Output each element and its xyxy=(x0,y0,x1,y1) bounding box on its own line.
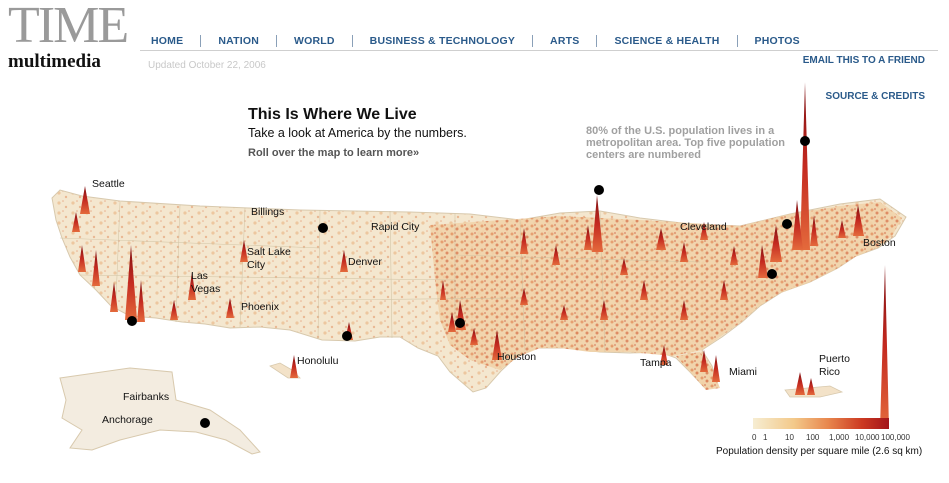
nav-nation[interactable]: NATION xyxy=(201,35,277,47)
city-label-honolulu[interactable]: Honolulu xyxy=(297,355,339,367)
page-title: This Is Where We Live xyxy=(248,106,417,123)
city-label-boston[interactable]: Boston xyxy=(863,237,896,249)
city-label-phoenix[interactable]: Phoenix xyxy=(241,301,279,313)
nav-world[interactable]: WORLD xyxy=(277,35,353,47)
nav-home[interactable]: HOME xyxy=(134,35,202,47)
marker-4 xyxy=(767,269,777,279)
city-label-las-vegas[interactable]: Las Vegas xyxy=(191,270,221,295)
legend-caption: Population density per square mile (2.6 … xyxy=(716,446,923,457)
city-label-anchorage[interactable]: Anchorage xyxy=(102,414,153,426)
legend-tick: 100 xyxy=(806,433,820,442)
marker-2 xyxy=(594,185,604,195)
legend-tick: 1,000 xyxy=(829,433,850,442)
updated-date: Updated October 22, 2006 xyxy=(148,60,266,71)
legend-tick: 10,000 xyxy=(855,433,880,442)
legend-color-bar xyxy=(753,418,889,429)
city-label-puerto-rico[interactable]: Puerto Rico xyxy=(819,353,850,378)
main-nav: HOME NATION WORLD BUSINESS & TECHNOLOGY … xyxy=(134,35,817,47)
marker-3 xyxy=(782,219,792,229)
marker-6 xyxy=(455,318,465,328)
city-label-tampa[interactable]: Tampa xyxy=(640,357,672,369)
city-label-cleveland[interactable]: Cleveland xyxy=(680,221,727,233)
density-legend xyxy=(753,265,889,429)
metro-note: 80% of the U.S. population lives in a me… xyxy=(586,125,786,161)
marker-1 xyxy=(800,136,810,146)
rollover-hint: Roll over the map to learn more» xyxy=(248,147,420,159)
legend-tick: 0 xyxy=(752,433,757,442)
nav-business-technology[interactable]: BUSINESS & TECHNOLOGY xyxy=(353,35,534,47)
nav-arts[interactable]: ARTS xyxy=(533,35,598,47)
city-label-houston[interactable]: Houston xyxy=(497,351,537,363)
city-label-rapid-city[interactable]: Rapid City xyxy=(371,221,420,233)
florida-shape xyxy=(676,352,720,390)
spike-new-york xyxy=(800,82,810,250)
marker-7 xyxy=(127,316,137,326)
marker-8 xyxy=(342,331,352,341)
nav-divider xyxy=(140,50,938,51)
multimedia-logo: multimedia xyxy=(8,51,101,72)
nav-science-health[interactable]: SCIENCE & HEALTH xyxy=(597,35,738,47)
eastern-dense-zone xyxy=(430,202,902,370)
legend-tick: 1 xyxy=(763,433,768,442)
city-label-salt-lake-city[interactable]: Salt Lake City xyxy=(247,246,291,271)
city-label-fairbanks[interactable]: Fairbanks xyxy=(123,391,170,403)
time-logo[interactable]: TIME xyxy=(8,0,129,54)
marker-9 xyxy=(200,418,210,428)
email-friend-link[interactable]: EMAIL THIS TO A FRIEND xyxy=(802,55,925,66)
page-subtitle: Take a look at America by the numbers. xyxy=(248,126,467,140)
city-label-miami[interactable]: Miami xyxy=(729,366,757,378)
city-label-billings[interactable]: Billings xyxy=(251,206,285,218)
alaska-shape xyxy=(59,367,261,455)
city-label-seattle[interactable]: Seattle xyxy=(92,178,125,190)
marker-5 xyxy=(318,223,328,233)
nav-photos[interactable]: PHOTOS xyxy=(754,35,800,47)
legend-tick: 100,000 xyxy=(881,433,910,442)
legend-tick: 10 xyxy=(785,433,794,442)
source-credits-link[interactable]: SOURCE & CREDITS xyxy=(825,91,925,102)
top-five-markers xyxy=(127,136,810,428)
city-label-denver[interactable]: Denver xyxy=(348,256,382,268)
